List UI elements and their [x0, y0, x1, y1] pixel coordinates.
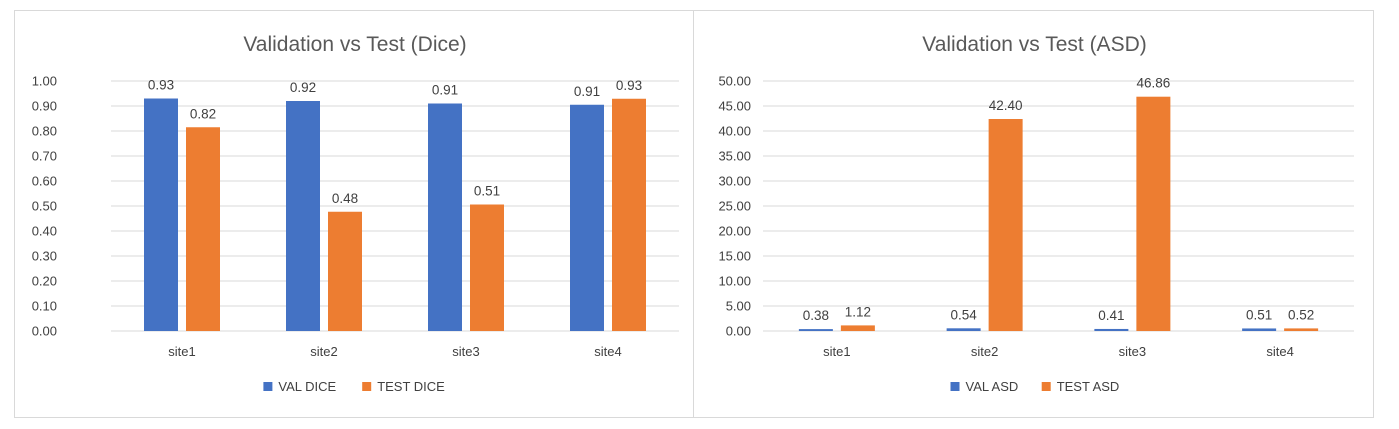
data-label: 46.86: [1136, 76, 1170, 91]
data-label: 1.12: [845, 304, 871, 319]
y-tick-label: 35.00: [718, 149, 751, 164]
data-label: 0.38: [803, 308, 829, 323]
bar: [946, 328, 981, 331]
bar: [186, 127, 220, 331]
data-label: 0.93: [148, 78, 174, 93]
x-tick-label: site2: [971, 344, 998, 359]
data-label: 0.52: [1288, 307, 1314, 322]
y-tick-label: 15.00: [718, 249, 751, 264]
bar: [428, 103, 462, 331]
y-tick-label: 1.00: [32, 74, 57, 89]
y-tick-label: 0.50: [32, 199, 57, 214]
legend-label: TEST ASD: [1057, 379, 1120, 394]
bar: [612, 98, 646, 331]
x-tick-label: site4: [1266, 344, 1293, 359]
data-label: 0.91: [574, 84, 600, 99]
dice-chart-panel: Validation vs Test (Dice) 0.00 0.10 0.20 0.3…: [14, 10, 694, 418]
bar: [1242, 328, 1277, 331]
y-tick-label: 5.00: [726, 299, 751, 314]
x-tick-label: site3: [1119, 344, 1146, 359]
y-tick-label: 0.80: [32, 124, 57, 139]
asd-chart-svg: Validation vs Test (ASD) 0.00 5.00 10.00 15.…: [718, 33, 1354, 394]
y-tick-label: 25.00: [718, 199, 751, 214]
y-tick-label: 0.10: [32, 299, 57, 314]
legend-label: TEST DICE: [377, 379, 445, 394]
data-label: 0.51: [474, 184, 500, 199]
data-label: 0.93: [616, 78, 642, 93]
data-label: 0.54: [950, 307, 977, 322]
y-tick-label: 0.00: [32, 324, 57, 339]
y-tick-label: 0.20: [32, 274, 57, 289]
asd-chart-panel: Validation vs Test (ASD) 0.00 5.00 10.00 15.…: [693, 10, 1374, 418]
bar: [1284, 328, 1319, 331]
bar: [470, 204, 504, 331]
y-tick-label: 0.40: [32, 224, 57, 239]
bar: [1136, 96, 1171, 331]
y-tick-label: 0.60: [32, 174, 57, 189]
data-label: 0.48: [332, 191, 358, 206]
legend: VAL ASD TEST ASD: [950, 379, 1120, 394]
y-tick-label: 0.70: [32, 149, 57, 164]
y-tick-label: 20.00: [718, 224, 751, 239]
y-tick-label: 0.30: [32, 249, 57, 264]
bar: [144, 98, 178, 331]
data-label: 0.51: [1246, 307, 1272, 322]
y-tick-label: 0.00: [726, 324, 751, 339]
bar: [840, 325, 875, 331]
bar: [988, 119, 1023, 331]
bar: [1094, 328, 1129, 331]
legend-swatch: [950, 382, 960, 391]
bar: [570, 104, 604, 331]
dice-chart-svg: Validation vs Test (Dice) 0.00 0.10 0.20 0.3…: [32, 33, 679, 394]
legend-label: VAL DICE: [278, 379, 336, 394]
legend-swatch: [362, 382, 372, 391]
x-tick-label: site1: [168, 344, 195, 359]
x-tick-label: site2: [310, 344, 337, 359]
y-tick-label: 10.00: [718, 274, 751, 289]
x-tick-label: site4: [594, 344, 621, 359]
y-tick-label: 50.00: [718, 74, 751, 89]
chart-title: Validation vs Test (ASD): [922, 33, 1146, 56]
y-tick-label: 0.90: [32, 99, 57, 114]
data-label: 0.91: [432, 83, 458, 98]
y-tick-label: 40.00: [718, 124, 751, 139]
y-tick-label: 45.00: [718, 99, 751, 114]
legend: VAL DICE TEST DICE: [263, 379, 445, 394]
x-tick-label: site1: [823, 344, 850, 359]
bar: [798, 329, 833, 331]
data-label: 0.82: [190, 106, 216, 121]
bar: [328, 211, 362, 331]
x-tick-label: site3: [452, 344, 479, 359]
data-label: 0.41: [1098, 308, 1124, 323]
y-tick-label: 30.00: [718, 174, 751, 189]
chart-title: Validation vs Test (Dice): [243, 33, 466, 56]
legend-swatch: [263, 382, 273, 391]
data-label: 42.40: [989, 98, 1023, 113]
bar: [286, 101, 320, 331]
legend-swatch: [1041, 382, 1051, 391]
legend-label: VAL ASD: [966, 379, 1019, 394]
data-label: 0.92: [290, 80, 316, 95]
